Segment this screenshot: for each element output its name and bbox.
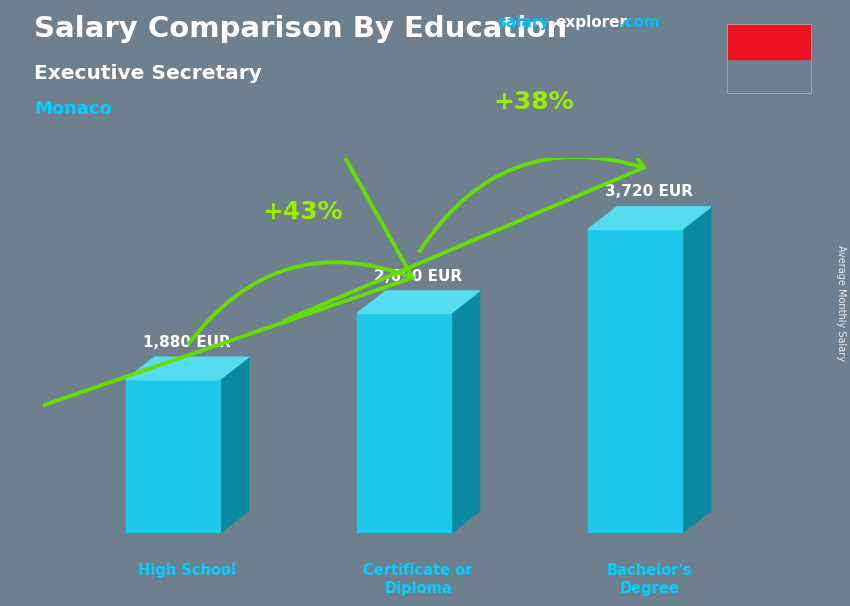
Polygon shape <box>727 24 812 59</box>
Text: Certificate or
Diploma: Certificate or Diploma <box>364 564 473 596</box>
FancyArrowPatch shape <box>43 0 413 405</box>
Polygon shape <box>357 291 479 313</box>
FancyArrowPatch shape <box>285 0 643 321</box>
Text: +43%: +43% <box>263 200 343 224</box>
Polygon shape <box>219 357 248 533</box>
Polygon shape <box>450 291 479 533</box>
Text: Executive Secretary: Executive Secretary <box>34 64 262 82</box>
Text: +38%: +38% <box>494 90 574 114</box>
Text: Average Monthly Salary: Average Monthly Salary <box>836 245 846 361</box>
Text: .com: .com <box>620 15 660 30</box>
Text: High School: High School <box>138 564 236 578</box>
Text: Monaco: Monaco <box>34 100 111 118</box>
Text: 2,690 EUR: 2,690 EUR <box>374 268 462 284</box>
Polygon shape <box>588 207 711 230</box>
Text: salary: salary <box>497 15 550 30</box>
Text: 1,880 EUR: 1,880 EUR <box>143 335 231 350</box>
Polygon shape <box>126 357 248 380</box>
Polygon shape <box>682 207 711 533</box>
Polygon shape <box>126 380 219 533</box>
Polygon shape <box>357 313 451 533</box>
Text: Bachelor's
Degree: Bachelor's Degree <box>607 564 692 596</box>
Text: Salary Comparison By Education: Salary Comparison By Education <box>34 15 567 43</box>
Text: 3,720 EUR: 3,720 EUR <box>605 184 694 199</box>
Text: explorer: explorer <box>555 15 627 30</box>
Polygon shape <box>588 230 682 533</box>
